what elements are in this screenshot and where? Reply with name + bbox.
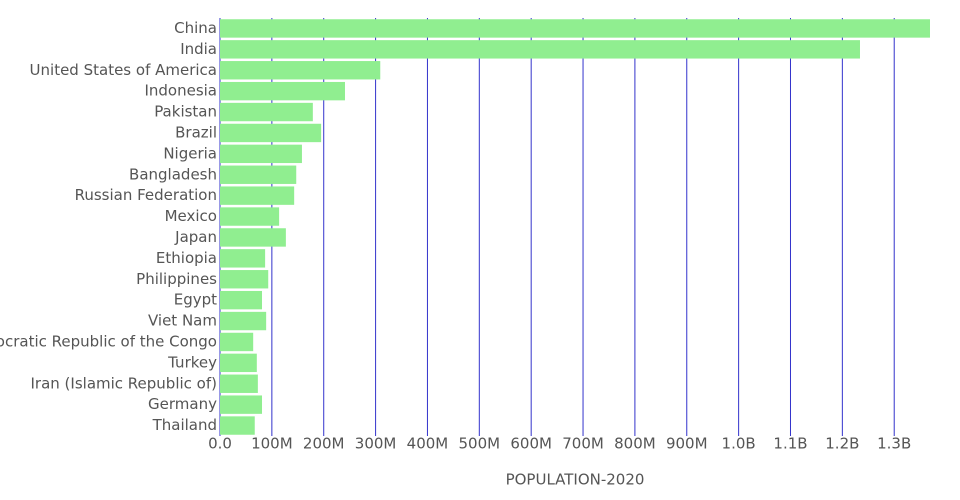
y-tick-label: Indonesia — [144, 82, 217, 100]
x-tick-label: 100M — [251, 435, 293, 453]
y-tick-label: United States of America — [30, 61, 217, 79]
bar — [220, 186, 295, 205]
bar — [220, 374, 258, 393]
y-tick-label: Germany — [148, 395, 217, 413]
bar — [220, 332, 254, 352]
y-tick-label: Viet Nam — [148, 312, 217, 330]
bar — [220, 311, 267, 331]
x-tick-label: 1.3B — [877, 435, 911, 453]
bar — [220, 165, 297, 184]
y-tick-label: China — [174, 19, 217, 37]
bar — [220, 207, 280, 226]
x-tick-label: 1.0B — [722, 435, 756, 453]
bar — [220, 249, 266, 268]
bar — [220, 61, 381, 80]
bar — [220, 81, 345, 101]
y-tick-label: Turkey — [167, 353, 217, 371]
x-tick-label: 500M — [459, 435, 501, 453]
bar — [220, 270, 269, 289]
bar — [220, 102, 313, 122]
y-tick-label: Ethiopia — [156, 249, 217, 267]
bar — [220, 40, 860, 59]
bar — [220, 19, 930, 38]
bar — [220, 290, 263, 310]
y-tick-label: Russian Federation — [75, 186, 217, 204]
x-tick-label: 300M — [355, 435, 397, 453]
bar — [220, 395, 263, 414]
x-axis-title: POPULATION-2020 — [506, 471, 645, 489]
bar — [220, 416, 255, 435]
y-tick-label: Mexico — [165, 207, 217, 225]
bar — [220, 353, 257, 373]
x-tick-label: 200M — [303, 435, 345, 453]
y-tick-label: Bangladesh — [129, 165, 217, 183]
y-tick-label: Pakistan — [154, 103, 217, 121]
x-tick-label: 900M — [666, 435, 708, 453]
y-tick-label: Philippines — [136, 270, 217, 288]
x-tick-label: 0.0 — [208, 435, 232, 453]
y-tick-label: Iran (Islamic Republic of) — [31, 374, 218, 392]
y-tick-label: Japan — [174, 228, 217, 246]
bar — [220, 228, 286, 247]
x-tick-label: 800M — [614, 435, 656, 453]
x-tick-label: 700M — [562, 435, 604, 453]
bar — [220, 123, 322, 143]
y-tick-label: Nigeria — [163, 144, 217, 162]
y-tick-label: Democratic Republic of the Congo — [0, 332, 217, 350]
x-tick-label: 400M — [407, 435, 449, 453]
y-tick-label: Thailand — [152, 416, 217, 434]
x-tick-label: 1.1B — [773, 435, 807, 453]
x-tick-label: 600M — [510, 435, 552, 453]
bar — [220, 144, 302, 164]
y-tick-label: Brazil — [175, 123, 217, 141]
y-tick-label: Egypt — [174, 291, 217, 309]
x-tick-label: 1.2B — [825, 435, 859, 453]
y-tick-label: India — [180, 40, 217, 58]
